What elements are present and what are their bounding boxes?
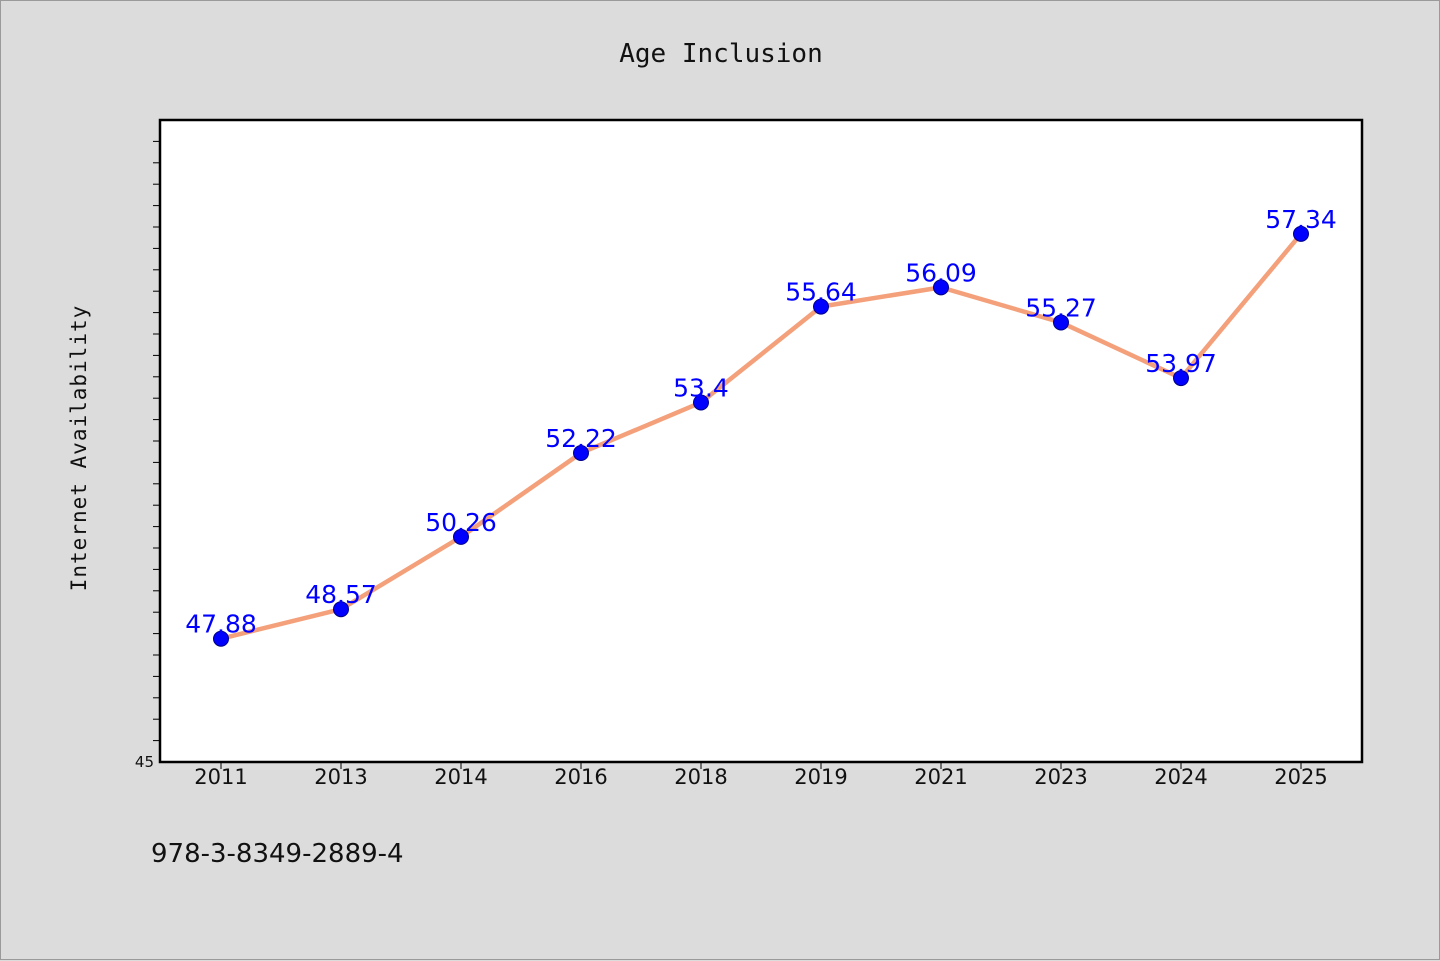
data-point [453, 528, 469, 545]
x-tick-label: 2025 [1274, 765, 1327, 789]
x-tick-label: 2014 [434, 765, 487, 789]
y-axis-label: Internet Availability [67, 305, 91, 592]
x-tick-label: 2016 [554, 765, 607, 789]
x-tick-label: 2018 [674, 765, 727, 789]
x-tick-label: 2023 [1034, 765, 1087, 789]
data-label: 48.57 [305, 580, 377, 609]
series-line [218, 231, 1304, 641]
y-tick-label: 45 [135, 753, 154, 771]
data-label-layer: 47.88 48.57 50.26 52.22 53.4 55.64 56.09 55.27 5… [185, 205, 1337, 639]
data-label: 53.4 [673, 373, 729, 402]
data-point [933, 279, 949, 296]
data-label: 55.64 [785, 278, 857, 307]
data-point [573, 444, 589, 461]
plot-area [158, 118, 1364, 764]
x-tick-label: 2021 [914, 765, 967, 789]
data-label: 53.97 [1145, 349, 1217, 378]
x-tick-label: 2011 [194, 765, 247, 789]
data-label: 47.88 [185, 610, 257, 639]
x-tick-label: 2024 [1154, 765, 1207, 789]
x-tick-label: 2019 [794, 765, 847, 789]
data-point [333, 601, 349, 618]
data-point [1293, 225, 1309, 242]
y-axis-ticks: 45 [135, 140, 160, 771]
isbn-footer: 978-3-8349-2889-4 [151, 839, 404, 869]
data-label: 50.26 [425, 508, 497, 537]
x-axis-ticks: 2011 2013 2014 2016 2018 2019 2021 2023 2024 2025 [194, 762, 1328, 789]
data-label: 55.27 [1025, 293, 1097, 322]
data-point [813, 298, 829, 315]
data-point [1173, 370, 1189, 387]
chart-title: Age Inclusion [619, 39, 823, 69]
series-layer [218, 231, 1304, 641]
data-label: 52.22 [545, 424, 617, 453]
data-point [1053, 314, 1069, 331]
data-point [213, 630, 229, 647]
data-point [693, 394, 709, 411]
marker-layer [213, 225, 1309, 647]
data-label: 57.34 [1265, 205, 1337, 234]
x-tick-label: 2013 [314, 765, 367, 789]
data-label: 56.09 [905, 258, 977, 287]
